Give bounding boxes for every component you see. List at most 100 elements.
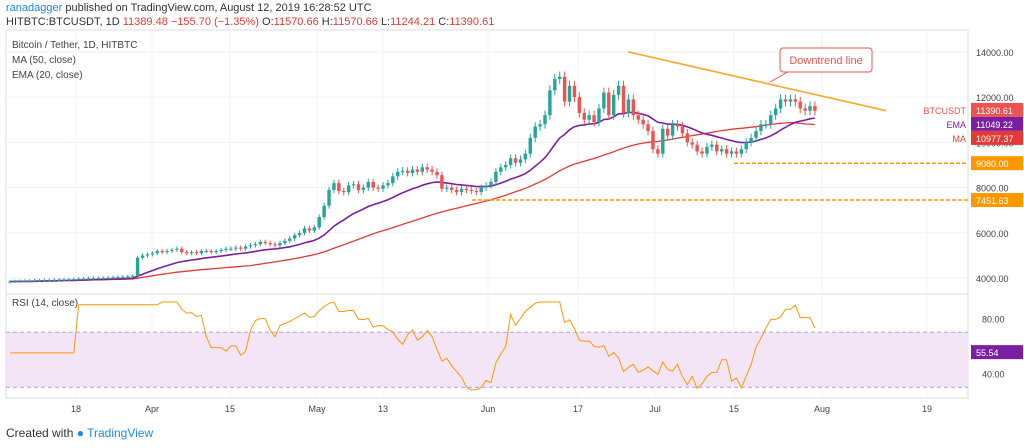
candle-body <box>76 278 81 280</box>
candle-body <box>715 144 719 152</box>
rsi-value-label: 55.54 <box>976 348 999 358</box>
candle-body <box>101 277 105 279</box>
candle-body <box>636 115 640 120</box>
candle-body <box>366 181 371 188</box>
candle-body <box>783 99 788 102</box>
candle-body <box>616 85 621 95</box>
rsi-tick-label: 40.00 <box>982 370 1005 380</box>
time-tick-label: Aug <box>814 404 830 414</box>
legend-rsi: RSI (14, close) <box>12 298 78 309</box>
price-tick-label: 14000.00 <box>976 48 1014 58</box>
candle-body <box>405 170 410 173</box>
candle-body <box>602 92 606 109</box>
open-label: O: <box>262 16 274 28</box>
candle-body <box>47 279 51 281</box>
candle-body <box>8 281 12 283</box>
candle-body <box>13 281 17 283</box>
footer-brand[interactable]: TradingView <box>87 426 154 440</box>
candle-body <box>386 183 390 186</box>
candle-body <box>52 279 56 281</box>
candle-body <box>121 276 125 278</box>
candle-body <box>611 94 616 116</box>
candle-body <box>680 126 685 134</box>
open-value: 11570.66 <box>273 16 319 28</box>
candle-body <box>219 249 223 251</box>
candle-body <box>415 169 420 172</box>
candle-body <box>577 97 582 113</box>
candle-body <box>523 153 528 160</box>
legend-ma: MA (50, close) <box>12 55 76 66</box>
candle-body <box>337 183 341 192</box>
series-name-label: BTCUSDT <box>924 106 967 116</box>
time-tick-label: Jun <box>481 404 496 414</box>
candle-body <box>749 137 753 143</box>
candle-body <box>528 137 532 154</box>
price-tick-label: 12000.00 <box>976 93 1014 103</box>
candle-body <box>469 189 474 192</box>
low-value: 11244.21 <box>390 16 436 28</box>
candle-body <box>135 257 140 276</box>
time-tick-label: 18 <box>71 404 81 414</box>
support-level-label: 7451.63 <box>976 196 1009 206</box>
candle-body <box>224 248 228 250</box>
candle-body <box>391 176 395 184</box>
candle-body <box>268 243 272 245</box>
candle-body <box>342 191 346 193</box>
rsi-line <box>10 301 816 391</box>
candle-body <box>700 151 704 154</box>
published-text: published on TradingView.com, August 12,… <box>65 2 372 14</box>
candle-body <box>150 253 155 255</box>
candle-body <box>621 85 626 113</box>
candle-body <box>396 171 400 177</box>
candle-body <box>769 115 773 125</box>
candle-body <box>744 142 748 150</box>
candle-body <box>297 232 302 236</box>
high-value: 11570.66 <box>332 16 378 28</box>
publisher-username[interactable]: ranadagger <box>6 2 63 14</box>
time-tick-label: Apr <box>145 404 159 414</box>
candle-body <box>170 249 174 251</box>
candle-body <box>778 99 783 109</box>
footer-prefix: Created with <box>6 426 74 440</box>
price-tick-label: 8000.00 <box>976 184 1009 194</box>
candle-body <box>597 108 601 122</box>
price-change: −155.70 (−1.35%) <box>170 16 259 28</box>
candle-body <box>793 99 798 102</box>
candle-body <box>214 251 218 253</box>
series-value-tag <box>971 102 1023 117</box>
ohlc-line: HITBTC:BTCUSDT, 1D 11389.48 −155.70 (−1.… <box>6 16 494 28</box>
candle-body <box>582 112 586 120</box>
symbol-label: HITBTC:BTCUSDT, 1D <box>6 16 120 28</box>
candle-body <box>111 277 115 279</box>
candle-body <box>499 167 503 172</box>
candle-body <box>130 275 135 277</box>
candle-body <box>420 167 425 172</box>
candle-body <box>450 187 454 190</box>
candle-body <box>351 184 356 186</box>
close-value: 11390.61 <box>449 16 495 28</box>
price-chart[interactable]: 14000.0012000.0010000.008000.006000.0040… <box>0 28 1024 424</box>
candle-body <box>508 158 513 165</box>
support-level-label: 9080.00 <box>976 159 1009 169</box>
time-tick-label: 15 <box>729 404 739 414</box>
high-label: H: <box>321 16 333 28</box>
candle-body <box>764 124 768 126</box>
close-label: C: <box>438 16 450 28</box>
candle-body <box>557 76 562 79</box>
footer: Created with ● TradingView <box>6 426 153 440</box>
candle-body <box>430 169 434 172</box>
candle-body <box>356 184 361 190</box>
time-tick-label: Jul <box>649 404 661 414</box>
candle-body <box>494 171 498 182</box>
candle-body <box>199 251 204 254</box>
candle-body <box>533 126 537 138</box>
series-name-label: MA <box>953 134 967 144</box>
series-value-tag <box>971 130 1023 145</box>
candle-body <box>145 254 150 256</box>
candle-body <box>690 142 694 145</box>
time-tick-label: May <box>308 404 326 414</box>
candle-body <box>651 131 655 150</box>
candle-body <box>759 124 763 132</box>
time-tick-label: 15 <box>225 404 235 414</box>
candle-body <box>253 244 258 246</box>
